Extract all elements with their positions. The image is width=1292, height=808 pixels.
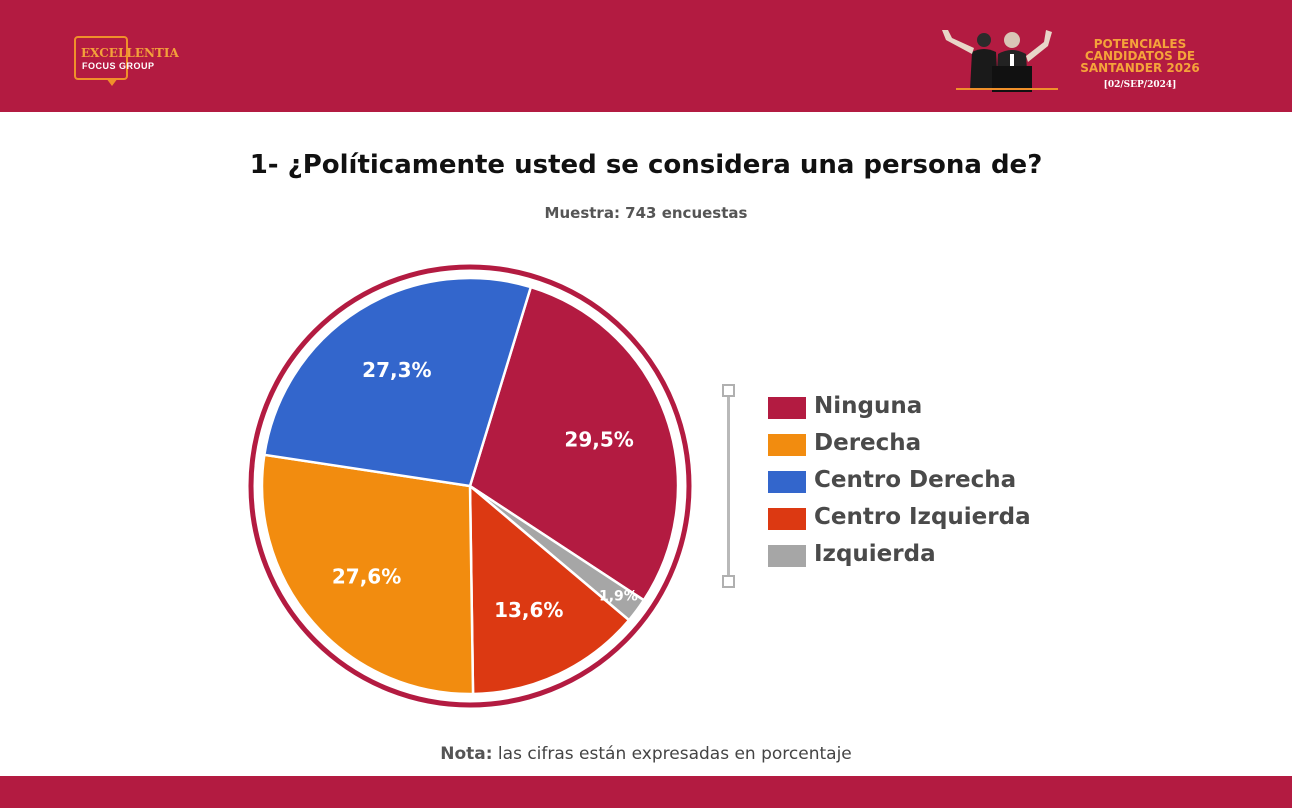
legend-swatch [768,508,806,530]
chart-title: 1- ¿Políticamente usted se considera una… [249,150,1043,180]
promo-badge: POTENCIALES CANDIDATOS DE SANTANDER 2026… [932,26,1232,96]
legend-label: Izquierda [814,541,936,567]
promo-line-2: CANDIDATOS DE [1084,49,1196,63]
pie-label-izquierda: 1,9% [599,589,638,605]
legend-label: Derecha [814,430,922,456]
legend-swatch [768,434,806,456]
chart-subtitle: Muestra: 743 encuestas [544,204,748,222]
pie-label-centro-izquierda: 13,6% [494,598,563,622]
header-banner: EXCELLENTIA FOCUS GROUP POTENCIALES CAND… [0,0,1292,112]
promo-underline [956,88,1058,90]
pie-chart: 29,5% 1,9% 13,6% 27,6% 27,3% [248,264,692,708]
pie-slice-derecha [260,453,475,696]
logo-line1: EXCELLENTIA [81,46,179,60]
pie-slice-ninguna [468,285,680,602]
pie-slice-centro-derecha [262,276,533,488]
legend-label: Ninguna [814,393,923,419]
legend-swatch [768,545,806,567]
logo-line2: FOCUS GROUP [82,61,155,71]
promo-line-3: SANTANDER 2026 [1080,61,1200,75]
legend-label: Centro Derecha [814,467,1017,493]
promo-title: POTENCIALES CANDIDATOS DE SANTANDER 2026 [1060,38,1220,74]
legend-scroll-track [727,390,730,582]
legend-handle-bottom[interactable] [722,575,735,588]
pie-label-ninguna: 29,5% [564,427,633,451]
footnote-label: Nota: [440,744,493,764]
pie-label-centro-derecha: 27,3% [362,358,431,382]
footer-banner [0,776,1292,808]
pie-slice-centro-izquierda [468,483,631,696]
excellentia-logo: EXCELLENTIA FOCUS GROUP [74,34,184,90]
speech-bubble-tail [106,78,118,86]
candidates-photo-icon [942,30,1052,92]
legend-handle-top[interactable] [722,384,735,397]
legend-label: Centro Izquierda [814,504,1031,530]
pie-label-derecha: 27,6% [332,564,401,588]
footnote-text: las cifras están expresadas en porcentaj… [492,744,852,764]
promo-date: [02/SEP/2024] [1103,80,1177,90]
speech-bubble-icon [74,36,128,80]
legend-swatch [768,397,806,419]
promo-line-1: POTENCIALES [1093,37,1187,51]
legend-swatch [768,471,806,493]
footnote: Nota: las cifras están expresadas en por… [0,744,1292,764]
